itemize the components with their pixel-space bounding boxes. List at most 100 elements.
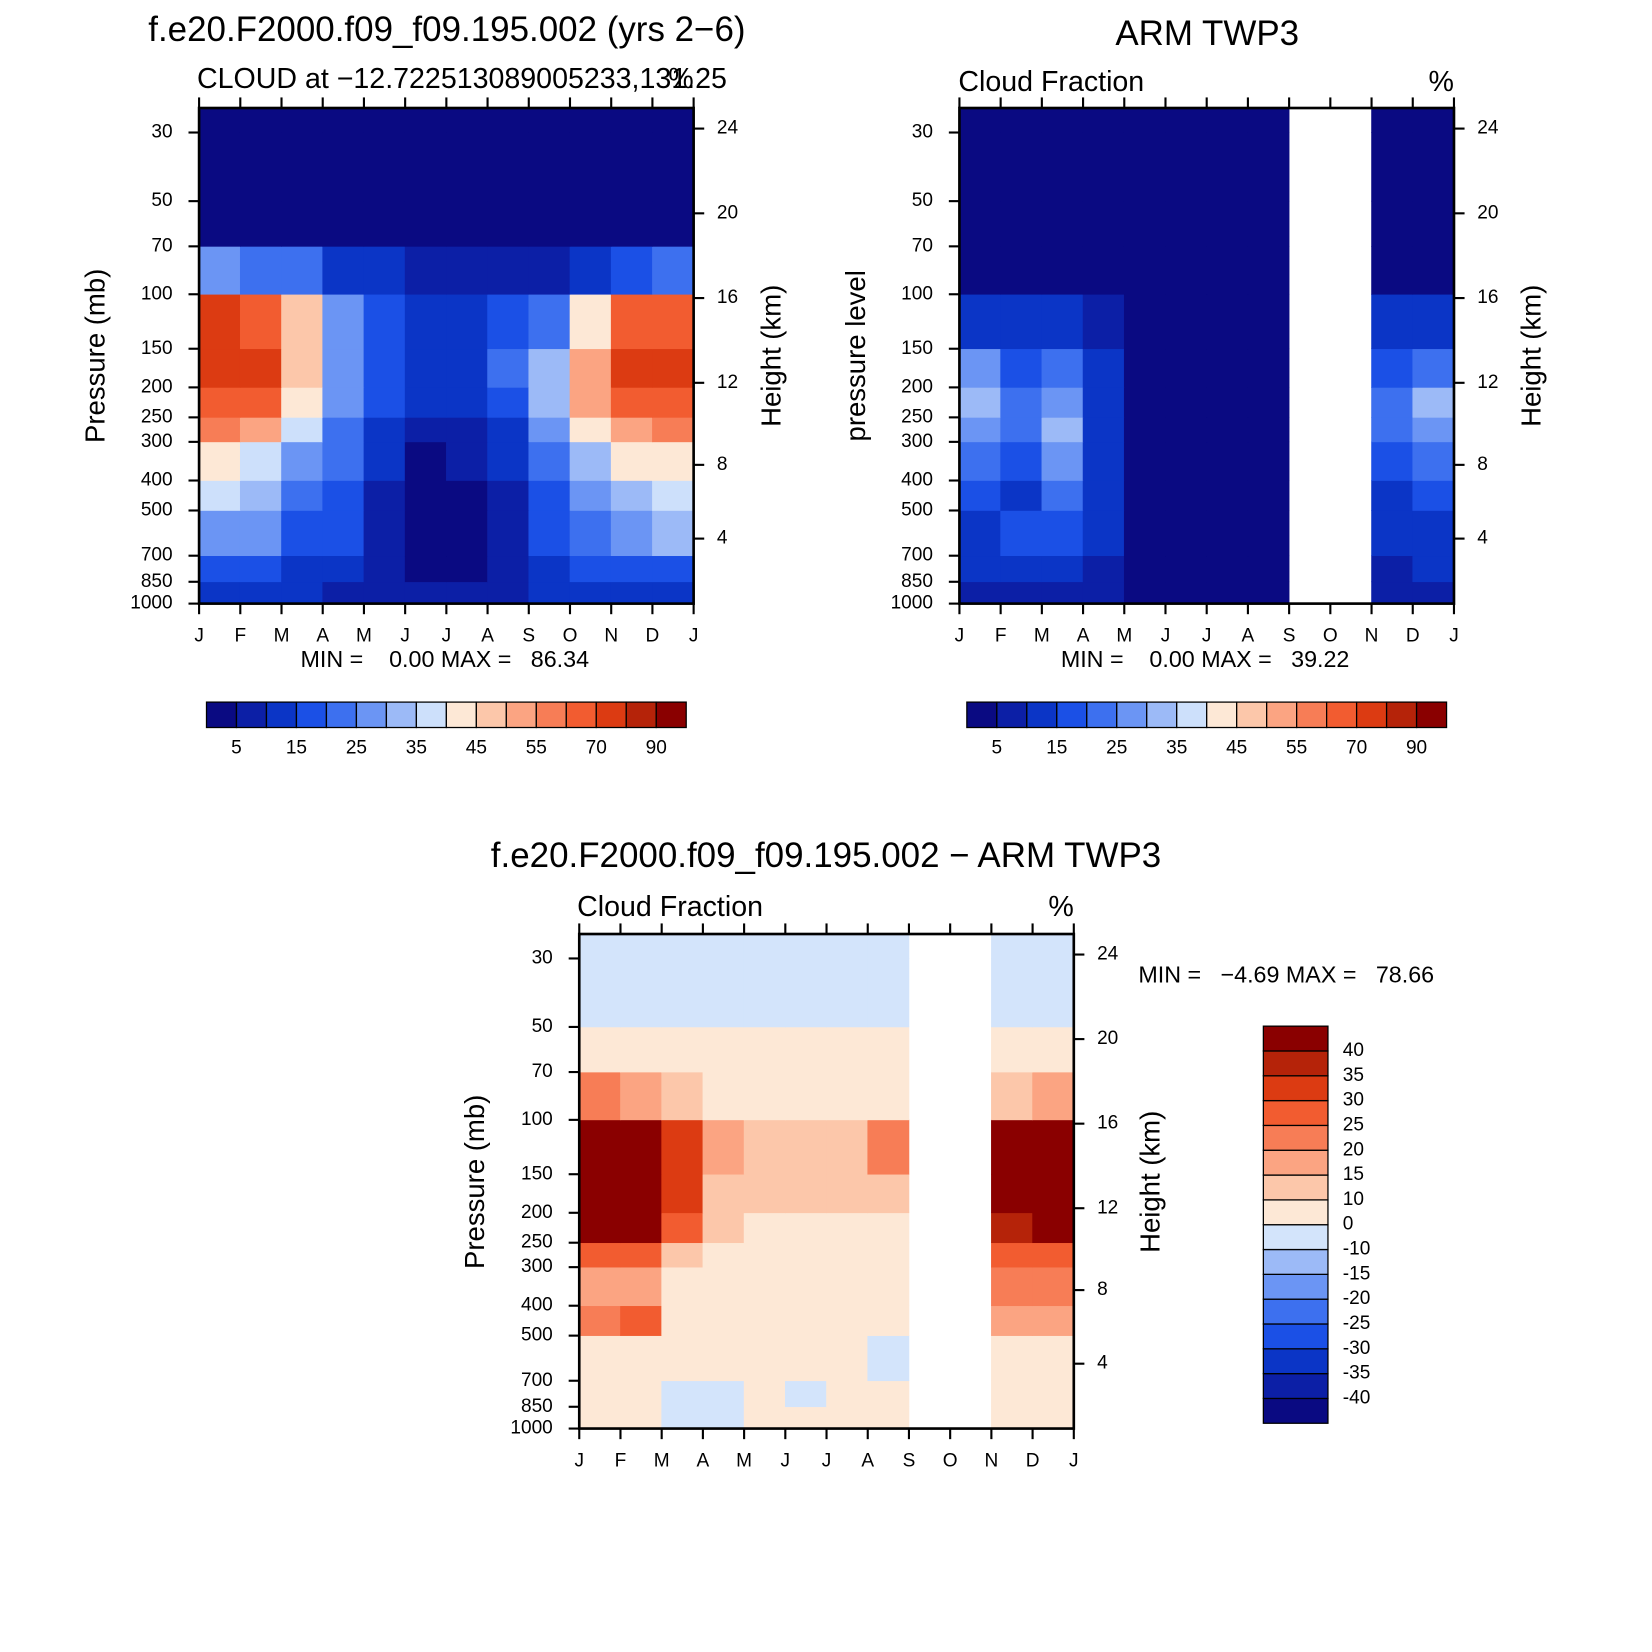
y-tick-label: 400 bbox=[521, 1295, 553, 1316]
contour-cell bbox=[702, 958, 745, 1028]
contour-cell bbox=[702, 933, 745, 959]
contour-cell bbox=[610, 387, 653, 418]
contour-cell bbox=[959, 510, 1001, 557]
x-tick-label: D bbox=[1406, 625, 1420, 646]
colorbar-label: 25 bbox=[1106, 738, 1127, 759]
colorbar-label: 45 bbox=[1226, 738, 1247, 759]
contour-cell bbox=[198, 387, 241, 418]
contour-cell bbox=[1041, 348, 1084, 388]
contour-cell bbox=[620, 1266, 663, 1307]
contour-cell bbox=[239, 293, 282, 350]
contour-cell bbox=[1247, 107, 1290, 133]
contour-cell bbox=[867, 1305, 910, 1336]
contour-cell bbox=[363, 132, 406, 202]
contour-cell bbox=[239, 348, 282, 388]
contour-cell bbox=[826, 1212, 869, 1244]
contour-cell bbox=[1041, 387, 1084, 418]
contour-cell bbox=[1412, 348, 1455, 388]
contour-cell bbox=[743, 1335, 786, 1382]
contour-cell bbox=[528, 581, 571, 604]
contour-cell bbox=[446, 510, 488, 557]
contour-cell bbox=[1123, 441, 1166, 481]
contour-cell bbox=[1206, 200, 1249, 247]
contour-cell bbox=[610, 510, 653, 557]
contour-cell bbox=[1371, 246, 1414, 295]
colorbar-label: 20 bbox=[1343, 1139, 1364, 1160]
contour-cell bbox=[1247, 293, 1290, 350]
contour-cell bbox=[743, 1305, 786, 1336]
contour-cell bbox=[610, 293, 653, 350]
colorbar-label: 35 bbox=[406, 738, 427, 759]
contour-cell bbox=[281, 555, 324, 583]
contour-cell bbox=[959, 581, 1001, 604]
colorbar-box bbox=[1116, 701, 1148, 729]
colorbar-box bbox=[1262, 1025, 1329, 1052]
contour-cell bbox=[1247, 200, 1290, 247]
contour-cell bbox=[1041, 510, 1084, 557]
contour-cell bbox=[1412, 246, 1455, 295]
contour-cell bbox=[446, 417, 488, 443]
colorbar-label: 5 bbox=[231, 738, 242, 759]
contour-cell bbox=[826, 1335, 869, 1382]
contour-cell bbox=[578, 1406, 621, 1429]
contour-cell bbox=[404, 293, 447, 350]
contour-cell bbox=[198, 132, 241, 202]
contour-cell bbox=[1032, 1266, 1075, 1307]
contour-cell bbox=[404, 480, 447, 511]
contour-cell bbox=[620, 1071, 663, 1121]
contour-cell bbox=[281, 510, 324, 557]
y2-tick-label: 12 bbox=[1097, 1197, 1118, 1218]
colorbar-box bbox=[996, 701, 1028, 729]
contour-cell bbox=[1082, 293, 1125, 350]
y2-tick-label: 24 bbox=[1477, 118, 1499, 139]
contour-cell bbox=[487, 293, 530, 350]
contour-cell bbox=[652, 581, 694, 604]
contour-cell bbox=[652, 441, 694, 481]
contour-cell bbox=[702, 1212, 745, 1244]
contour-cell bbox=[569, 246, 612, 295]
colorbar-box bbox=[295, 701, 328, 729]
chart-title: f.e20.F2000.f09_f09.195.002 (yrs 2−6) bbox=[148, 10, 745, 49]
contour-cell bbox=[1165, 387, 1208, 418]
x-tick-label: A bbox=[1242, 625, 1255, 646]
contour-cell bbox=[487, 417, 530, 443]
contour-cell bbox=[1032, 1119, 1075, 1175]
contour-cell bbox=[702, 1266, 745, 1307]
subtitle: CLOUD at −12.722513089005233,131.25 bbox=[197, 63, 727, 95]
colorbar-box bbox=[385, 701, 418, 729]
contour-cell bbox=[1041, 246, 1084, 295]
contour-cell bbox=[487, 200, 530, 247]
y-tick-label: 500 bbox=[521, 1325, 553, 1346]
x-tick-label: J bbox=[194, 625, 204, 646]
contour-cell bbox=[1206, 441, 1249, 481]
y-tick-label: 250 bbox=[521, 1232, 553, 1253]
contour-cell bbox=[528, 200, 571, 247]
contour-cell bbox=[702, 1380, 745, 1408]
colorbar-label: -20 bbox=[1343, 1288, 1371, 1309]
y-tick-label: 150 bbox=[521, 1163, 553, 1184]
contour-cell bbox=[322, 555, 365, 583]
contour-cell bbox=[867, 1212, 910, 1244]
contour-cell bbox=[785, 1335, 827, 1382]
contour-cell bbox=[1082, 200, 1125, 247]
contour-cell bbox=[322, 480, 365, 511]
contour-cell bbox=[826, 1119, 869, 1175]
contour-cell bbox=[785, 1266, 827, 1307]
contour-cell bbox=[661, 1305, 704, 1336]
contour-cell bbox=[1082, 441, 1125, 481]
x-tick-label: M bbox=[274, 625, 290, 646]
y2-tick-label: 12 bbox=[1477, 372, 1498, 393]
contour-cell bbox=[198, 348, 241, 388]
x-tick-label: M bbox=[736, 1450, 752, 1471]
y2-tick-label: 8 bbox=[1477, 454, 1488, 475]
contour-cell bbox=[1165, 200, 1208, 247]
contour-cell bbox=[1247, 510, 1290, 557]
contour-cell bbox=[620, 1212, 663, 1244]
contour-cell bbox=[322, 441, 365, 481]
contour-cell bbox=[1165, 480, 1208, 511]
y-tick-label: 30 bbox=[151, 122, 172, 143]
contour-cell bbox=[1371, 581, 1414, 604]
contour-cell bbox=[578, 933, 621, 959]
contour-cell bbox=[446, 441, 488, 481]
contour-cell bbox=[1123, 555, 1166, 583]
